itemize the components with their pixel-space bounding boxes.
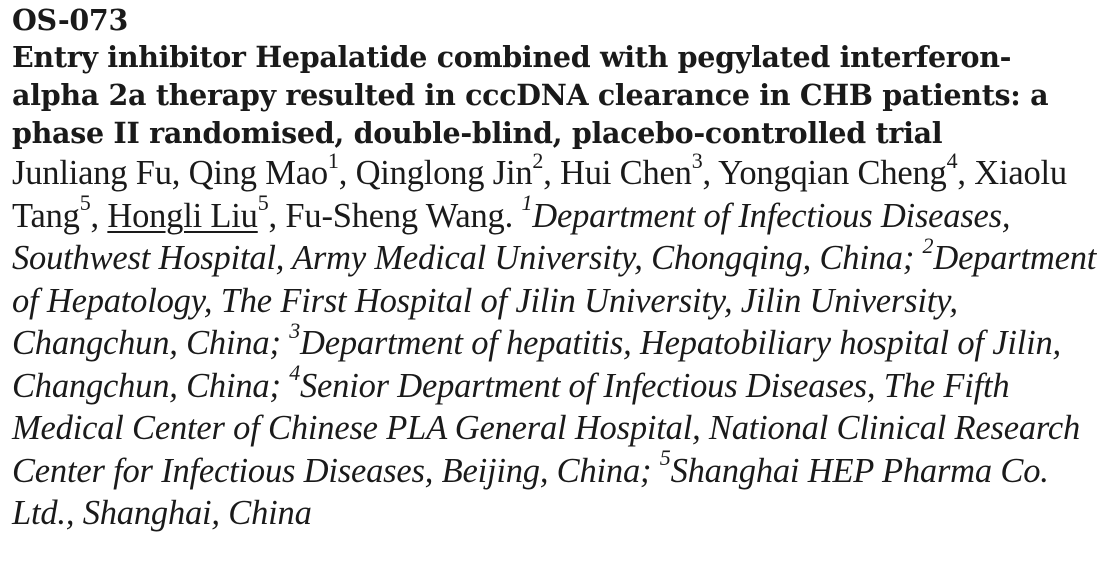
affiliation-text: Department of Infectious Diseases, South…	[12, 196, 1011, 278]
presenting-author-name: Hongli Liu	[107, 196, 258, 235]
author-affiliation-marker: 4	[946, 147, 958, 173]
author-name: Fu-Sheng Wang	[285, 196, 505, 235]
author-affiliation-marker: 2	[532, 147, 544, 173]
affiliation: 2Department of Hepatology, The First Hos…	[12, 234, 1097, 362]
author-name: Xiaolu Tang	[12, 154, 1067, 235]
author-list: Junliang Fu, Qing Mao1, Qinglong Jin2, H…	[12, 149, 1067, 235]
author-separator: .	[504, 196, 522, 235]
affiliation-number: 3	[289, 317, 300, 343]
author-separator: ,	[338, 154, 356, 192]
author-separator: ,	[543, 154, 561, 192]
affiliation: 3Department of hepatitis, Hepatobiliary …	[12, 319, 1061, 405]
author-name: Yongqian Cheng	[718, 154, 947, 192]
affiliation-text: Department of hepatitis, Hepatobiliary h…	[12, 324, 1061, 405]
author: Fu-Sheng Wang.	[285, 197, 521, 235]
affiliation: 5Shanghai HEP Pharma Co. Ltd., Shanghai,…	[12, 447, 1049, 533]
abstract-title: Entry inhibitor Hepalatide combined with…	[12, 40, 1049, 150]
author-separator: ,	[957, 154, 975, 192]
affiliation-number: 4	[289, 360, 300, 385]
author: Hui Chen3,	[560, 149, 719, 192]
author-name: Qinglong Jin	[355, 154, 533, 192]
affiliation-number: 5	[659, 445, 671, 470]
author-affiliation-marker: 5	[257, 190, 269, 215]
abstract-id: OS-073	[12, 3, 128, 37]
author: Qinglong Jin2,	[355, 149, 561, 192]
author-separator: ,	[171, 154, 189, 192]
author-separator: ,	[90, 196, 108, 235]
affiliation-text: Senior Department of Infectious Diseases…	[12, 366, 1080, 490]
affiliation-number: 1	[521, 190, 533, 215]
author: Hongli Liu5,	[107, 192, 286, 235]
author: Xiaolu Tang5,	[12, 154, 1067, 235]
author-separator: ,	[268, 196, 286, 235]
affiliation-number: 2	[922, 232, 934, 258]
affiliation: 1Department of Infectious Diseases, Sout…	[12, 192, 1011, 278]
author: Qing Mao1,	[188, 149, 356, 192]
affiliation-text: Shanghai HEP Pharma Co. Ltd., Shanghai, …	[12, 451, 1049, 533]
affiliation: 4Senior Department of Infectious Disease…	[12, 362, 1080, 490]
author-separator: ,	[702, 154, 719, 192]
affiliation-text: Department of Hepatology, The First Hosp…	[12, 239, 1097, 362]
author: Yongqian Cheng4,	[718, 149, 975, 192]
author-name: Junliang Fu	[12, 154, 172, 192]
author-name: Qing Mao	[188, 154, 328, 192]
author-affiliation-marker: 1	[327, 147, 339, 173]
author-affiliation-marker: 5	[79, 190, 91, 215]
author-name: Hui Chen	[560, 154, 692, 192]
author-affiliation-marker: 3	[691, 147, 703, 173]
affiliation-list: 1Department of Infectious Diseases, Sout…	[12, 192, 1097, 533]
abstract-header: OS-073 Entry inhibitor Hepalatide combin…	[12, 0, 1097, 535]
byline: Junliang Fu, Qing Mao1, Qinglong Jin2, H…	[12, 149, 1097, 535]
author: Junliang Fu,	[12, 154, 189, 192]
